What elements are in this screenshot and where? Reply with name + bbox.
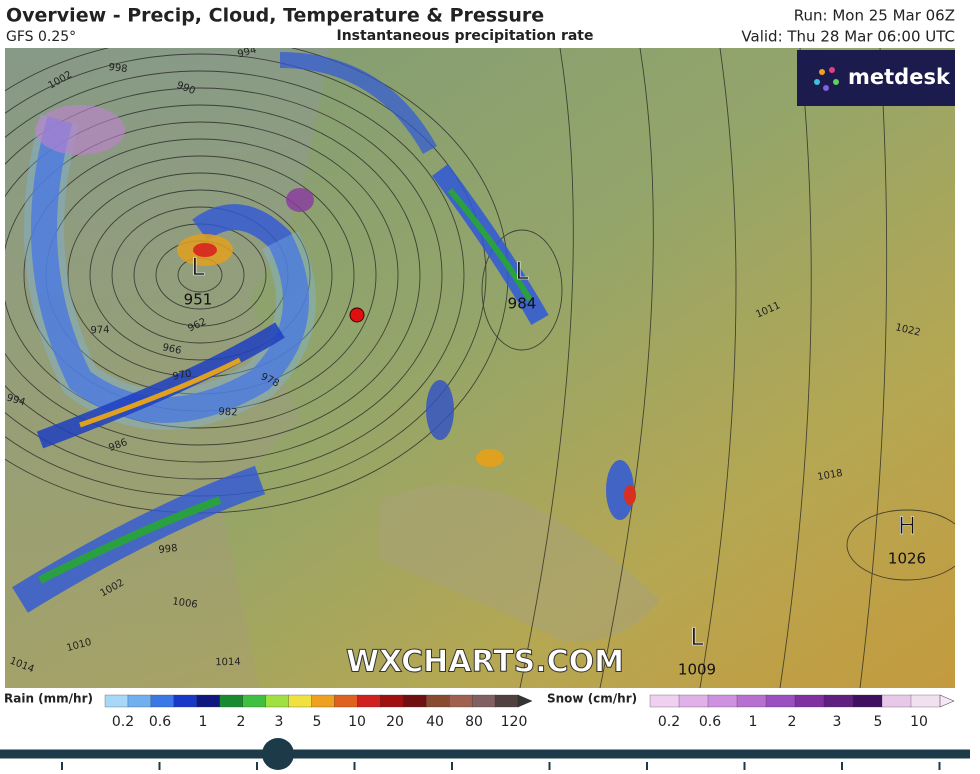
title: Overview - Precip, Cloud, Temperature & … [6,5,544,27]
rain-color-swatch [380,694,404,708]
isobar-label: 974 [90,325,109,337]
isobar-label: 998 [108,62,128,75]
pressure-center-value: 984 [508,295,537,313]
rain-tick-label: 5 [313,714,322,730]
snow-color-swatch [852,694,883,708]
isobar [89,189,311,361]
isobar [5,70,465,480]
snow-tick-label: 1 [749,714,758,730]
isobar-label: 1006 [172,596,199,610]
pressure-center-value: 1026 [888,550,926,568]
isobar-label: 970 [172,368,193,382]
isobar [779,48,812,688]
slider-ticks [61,762,941,770]
rain-tick-label: 120 [501,714,528,730]
rain-tick-label: 10 [348,714,366,730]
snow-color-swatch [736,694,767,708]
rain-color-swatch [449,694,473,708]
pressure-center-symbol: L [515,257,529,285]
pressure-center-symbol: L [690,623,704,651]
snow-legend-title: Snow (cm/hr) [547,692,637,706]
model: GFS 0.25° [6,29,76,45]
valid-time: Valid: Thu 28 Mar 06:00 UTC [741,28,955,46]
snow-tick-label: 3 [833,714,842,730]
run-time: Run: Mon 25 Mar 06Z [794,7,955,25]
snow-color-swatch [881,694,912,708]
isobar [599,48,654,688]
rain-color-swatch [242,694,267,708]
rain-bar-arrow [517,694,533,708]
rain-tick-label: 80 [465,714,483,730]
rain-tick-label: 1 [199,714,208,730]
rain-color-swatch [403,694,427,708]
isobar [5,121,399,429]
subtitle: Instantaneous precipitation rate [337,28,594,44]
rain-color-swatch [471,694,496,708]
rain-tick-label: 0.2 [112,714,134,730]
snow-tick-label: 0.2 [658,714,680,730]
location-marker [349,307,365,323]
rain-color-swatch [196,694,221,708]
rain-tick-label: 40 [426,714,444,730]
snow-color-swatch [765,694,796,708]
precipitation [12,52,636,613]
rain-color-swatch [288,694,313,708]
isobar [481,229,563,351]
isobar-label: 994 [5,392,26,408]
snow-tick-label: 2 [788,714,797,730]
rain-tick-label: 0.6 [149,714,171,730]
pressure-center-value: 951 [184,291,213,309]
rain-color-swatch [127,694,152,708]
snow-color-swatch [678,694,709,708]
snow-color-swatch [823,694,854,708]
mediterranean [380,485,660,642]
rain-color-swatch [104,694,129,708]
rain-color-swatch [426,694,450,708]
snow-color-swatch [707,694,738,708]
rain-color-swatch [494,694,519,708]
isobar [859,48,888,688]
pressure-center-symbol: L [191,253,205,281]
rain-color-swatch [150,694,175,708]
logo-text: metdesk [848,65,951,89]
pressure-center-symbol: H [898,512,916,540]
rain-color-swatch [219,694,244,708]
snow-tick-label: 10 [910,714,928,730]
snow-color-swatch [794,694,825,708]
rain-tick-label: 20 [386,714,404,730]
isobar-label: 1018 [817,468,844,483]
snow-tick-label: 0.6 [699,714,721,730]
snow-tick-label: 5 [874,714,883,730]
rain-color-swatch [265,694,290,708]
isobar-label: 1014 [215,657,241,668]
rain-legend-title: Rain (mm/hr) [4,692,93,706]
logo-box [797,50,955,106]
watermark: WXCHARTS.COM [346,645,624,680]
rain-color-swatch [357,694,381,708]
snow-color-swatch [649,694,680,708]
isobar [846,509,955,581]
isobar-label: 982 [218,407,238,419]
rain-tick-label: 3 [275,714,284,730]
legend: Rain (mm/hr) Snow (cm/hr) 0.2 0.6 1 2 3 5 10 20… [4,692,955,730]
rain-color-swatch [173,694,198,708]
logo-icon [814,67,839,91]
rain-tick-label: 2 [237,714,246,730]
snow-color-swatch [910,694,941,708]
isobar [5,104,421,446]
time-slider-handle[interactable] [262,738,294,770]
isobar [5,87,443,463]
rain-color-swatch [311,694,336,708]
isobar [519,48,574,688]
isobar-label: 998 [158,543,178,556]
snow-bar-arrow [939,694,955,708]
isobar [699,48,737,688]
rain-color-swatch [334,694,359,708]
pressure-center-value: 1009 [678,661,716,679]
isobar-label: 966 [161,342,182,357]
